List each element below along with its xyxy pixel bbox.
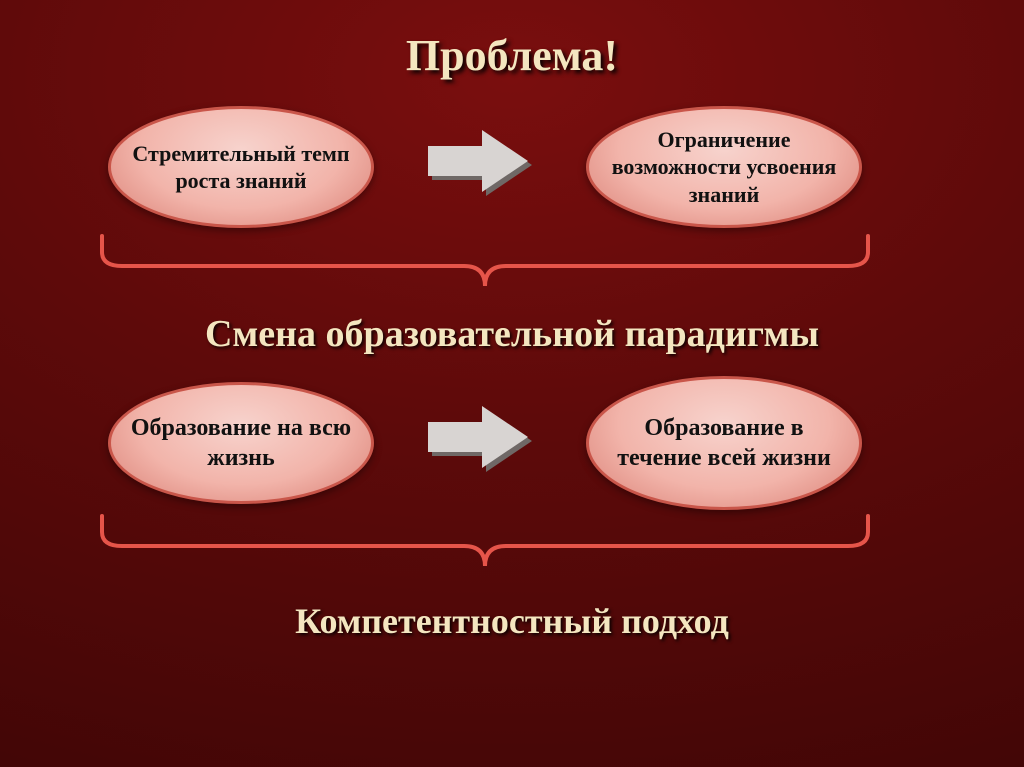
- ellipse-education-for-life: Образование на всю жизнь: [108, 382, 374, 504]
- brace-down-icon: [94, 512, 876, 572]
- ellipse-lifelong-education: Образование в течение всей жизни: [586, 376, 862, 510]
- page-title: Проблема!: [0, 30, 1024, 81]
- ellipse-knowledge-growth: Стремительный темп роста знаний: [108, 106, 374, 228]
- arrow-right-icon: [426, 404, 536, 474]
- subtitle-paradigm-shift: Смена образовательной парадигмы: [0, 312, 1024, 356]
- subtitle-competency-approach: Компетентностный подход: [0, 600, 1024, 642]
- brace-down-icon: [94, 232, 876, 292]
- arrow-right-icon: [426, 128, 536, 198]
- ellipse-knowledge-limit: Ограничение возможности усвоения знаний: [586, 106, 862, 228]
